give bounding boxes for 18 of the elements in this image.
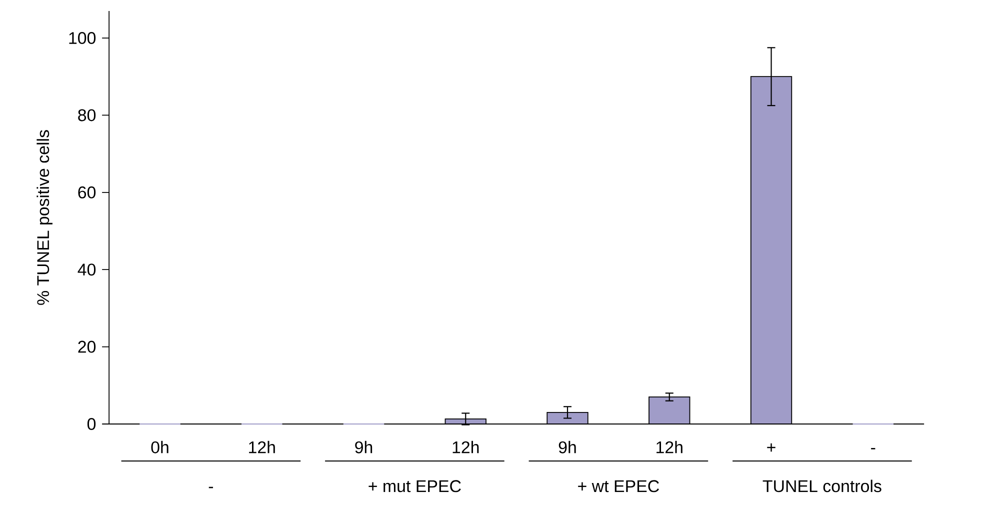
y-tick-label: 0: [87, 418, 96, 430]
y-tick-label: 20: [78, 340, 96, 353]
x-tick-label: 9h: [355, 440, 372, 454]
x-tick-label: 12h: [656, 440, 682, 454]
text: -: [208, 486, 214, 488]
x-tick-label: 12h: [452, 440, 479, 454]
x-tick-label: 0h: [151, 440, 168, 454]
text: + mut EPEC: [368, 480, 461, 492]
x-tick-label: +: [767, 443, 776, 452]
y-tick-label: 60: [78, 186, 96, 198]
y-tick-label: 100: [69, 32, 96, 44]
text: + wt EPEC: [578, 480, 659, 492]
y-tick-label: 40: [78, 264, 96, 276]
y-axis-title: % TUNEL positive cells: [36, 130, 52, 305]
x-tick-label: 9h: [558, 440, 576, 454]
x-tick-label: 12h: [249, 440, 275, 454]
text: TUNEL controls: [762, 480, 882, 492]
y-tick-label: 80: [78, 109, 96, 122]
